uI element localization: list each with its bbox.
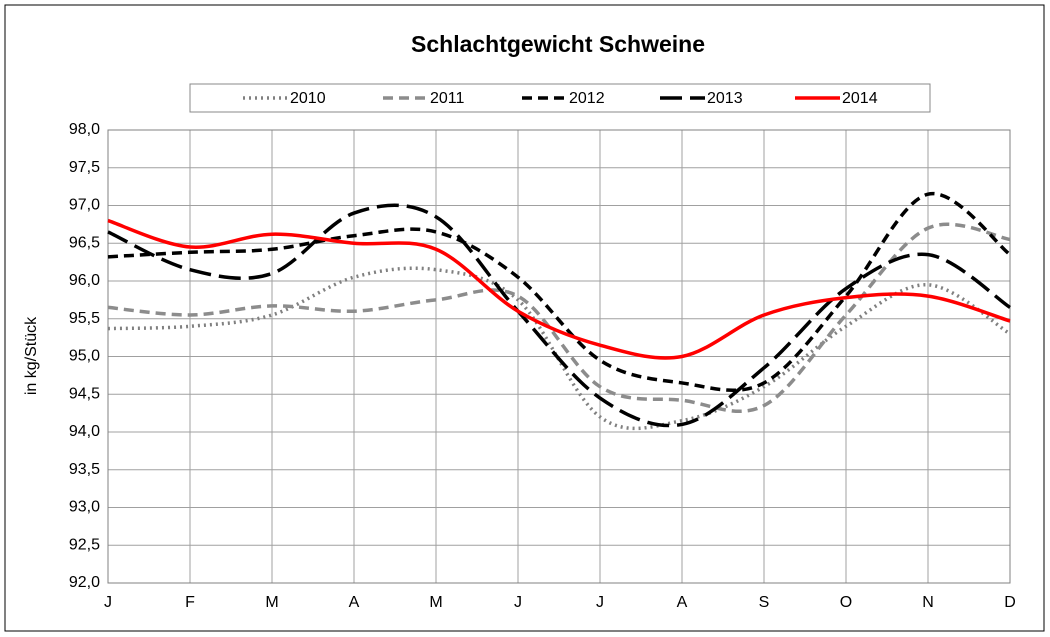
line-series (107, 222, 1011, 414)
y-tick-label: 95,5 (69, 310, 100, 327)
x-tick-label: J (514, 594, 522, 611)
x-tick-label: A (677, 594, 688, 611)
line-series (107, 192, 1012, 393)
legend-label: 2014 (842, 90, 878, 107)
plot-area (107, 129, 1011, 584)
legend-label: 2010 (290, 90, 326, 107)
legend-label: 2012 (569, 90, 605, 107)
x-tick-label: S (759, 594, 770, 611)
y-tick-label: 97,5 (69, 159, 100, 176)
x-tick-label: D (1004, 594, 1016, 611)
legend-label: 2011 (430, 90, 465, 107)
line-series (107, 218, 1011, 360)
y-tick-label: 96,5 (69, 234, 100, 251)
x-tick-label: J (596, 594, 604, 611)
y-axis-label: in kg/Stück (23, 316, 40, 395)
y-tick-label: 98,0 (69, 121, 100, 138)
y-tick-label: 93,5 (69, 461, 100, 478)
line-series (107, 266, 1011, 431)
y-tick-label: 92,0 (69, 574, 100, 591)
x-tick-label: J (104, 594, 112, 611)
x-tick-label: N (922, 594, 934, 611)
y-tick-label: 94,5 (69, 385, 100, 402)
y-tick-label: 95,0 (69, 348, 100, 365)
y-tick-label: 94,0 (69, 423, 100, 440)
y-tick-label: 97,0 (69, 197, 100, 214)
y-tick-label: 96,0 (69, 272, 100, 289)
x-tick-label: O (840, 594, 852, 611)
legend-label: 2013 (707, 90, 743, 107)
y-tick-label: 92,5 (69, 536, 100, 553)
line-series (107, 203, 1011, 428)
x-tick-label: M (429, 594, 442, 611)
x-tick-label: A (349, 594, 360, 611)
x-tick-label: M (265, 594, 278, 611)
chart-title: Schlachtgewicht Schweine (411, 31, 705, 57)
x-tick-label: F (185, 594, 195, 611)
y-tick-label: 93,0 (69, 499, 100, 516)
